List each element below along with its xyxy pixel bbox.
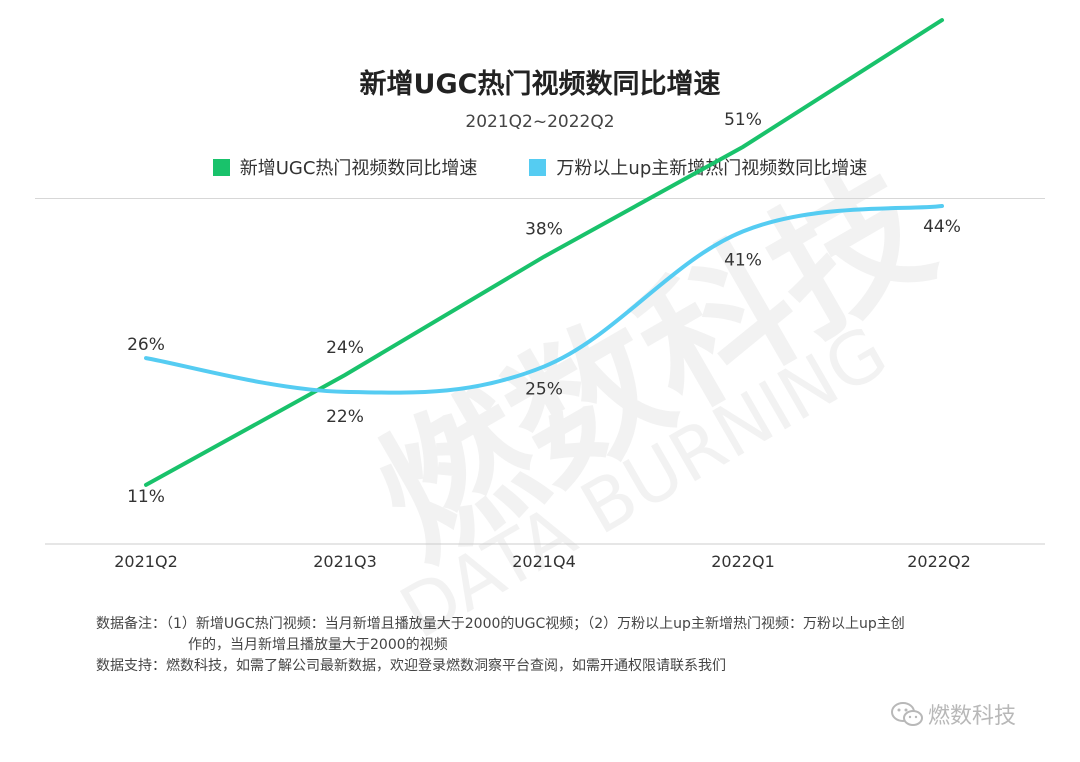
- legend-label-up: 万粉以上up主新增热门视频数同比增速: [556, 158, 868, 179]
- chart-subtitle: 2021Q2~2022Q2: [465, 112, 615, 132]
- note-line-2: 作的，当月新增且播放量大于2000的视频: [188, 637, 448, 653]
- note-line-3: 数据支持：燃数科技，如需了解公司最新数据，欢迎登录燃数洞察平台查阅，如需开通权限…: [96, 658, 726, 674]
- footer-logo: 燃数科技: [890, 698, 1016, 730]
- data-label-ugc: 38%: [525, 220, 563, 240]
- legend-item-ugc: 新增UGC热门视频数同比增速: [212, 154, 478, 180]
- legend-swatch-ugc: [212, 158, 230, 176]
- x-tick-label: 2021Q2: [114, 552, 178, 571]
- legend: 新增UGC热门视频数同比增速 万粉以上up主新增热门视频数同比增速: [0, 154, 1080, 180]
- series-line-up: [144, 204, 944, 395]
- x-tick-label: 2022Q1: [711, 552, 775, 571]
- x-tick-label: 2022Q2: [907, 552, 971, 571]
- data-label-up: 25%: [525, 380, 563, 400]
- data-label-ugc: 51%: [724, 110, 762, 130]
- data-notes: 数据备注：（1）新增UGC热门视频：当月新增且播放量大于2000的UGC视频；（…: [96, 614, 1046, 677]
- data-label-up: 44%: [923, 217, 961, 237]
- note-line-1: 数据备注：（1）新增UGC热门视频：当月新增且播放量大于2000的UGC视频；（…: [96, 616, 905, 632]
- data-label-ugc: 66%: [923, 0, 961, 3]
- footer-brand: 燃数科技: [928, 704, 1017, 729]
- data-label-up: 41%: [724, 250, 762, 270]
- wechat-icon: [891, 702, 923, 726]
- legend-label-ugc: 新增UGC热门视频数同比增速: [239, 158, 478, 179]
- legend-divider: [35, 198, 1045, 199]
- data-label-up: 26%: [127, 335, 165, 355]
- chart-title: 新增UGC热门视频数同比增速: [359, 69, 721, 100]
- x-tick-label: 2021Q4: [512, 552, 576, 571]
- legend-swatch-up: [529, 158, 547, 176]
- data-label-up: 22%: [326, 407, 364, 427]
- series-line-ugc: [144, 18, 944, 487]
- data-label-ugc: 11%: [127, 487, 165, 507]
- data-label-ugc: 24%: [326, 338, 364, 358]
- x-tick-label: 2021Q3: [313, 552, 377, 571]
- legend-item-up: 万粉以上up主新增热门视频数同比增速: [529, 154, 867, 180]
